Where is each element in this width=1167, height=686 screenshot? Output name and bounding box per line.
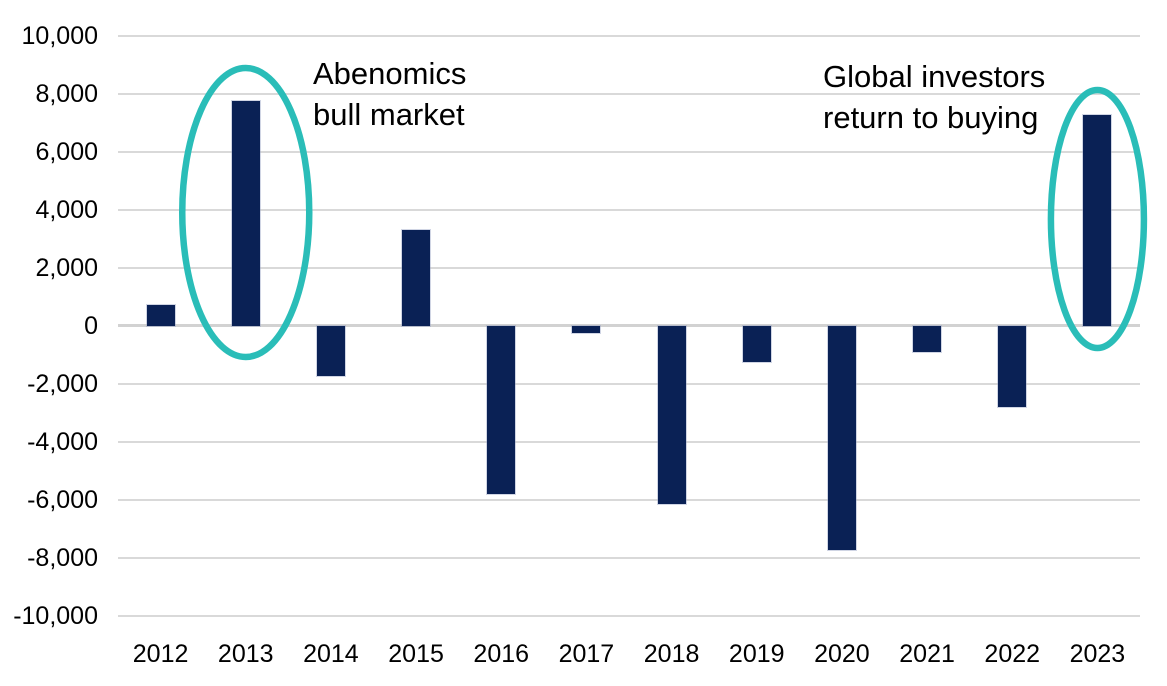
x-tick-label-2012: 2012 xyxy=(132,640,189,668)
y-tick-label-10000: 10,000 xyxy=(21,21,98,50)
bar-2012 xyxy=(146,305,175,326)
y-tick-label-0: 0 xyxy=(84,311,98,340)
gridline--6000 xyxy=(118,498,1140,501)
y-tick-label-2000: 2,000 xyxy=(35,253,98,282)
gridline-4000 xyxy=(118,208,1140,211)
x-tick-label-2022: 2022 xyxy=(984,640,1041,668)
gridline-6000 xyxy=(118,150,1140,153)
x-tick-label-2015: 2015 xyxy=(388,640,444,668)
annotation-line: bull market xyxy=(313,97,465,132)
bar-2020 xyxy=(827,325,856,551)
annotation-line: Abenomics xyxy=(313,56,467,91)
bar-2019 xyxy=(742,325,771,362)
bar-2015 xyxy=(402,230,431,326)
bar-2023 xyxy=(1083,115,1112,326)
gridline--8000 xyxy=(118,556,1140,559)
gridline-2000 xyxy=(118,266,1140,269)
bar-2014 xyxy=(316,325,345,377)
y-tick-label-8000: 8,000 xyxy=(35,79,98,108)
gridline--4000 xyxy=(118,440,1140,443)
x-tick-label-2018: 2018 xyxy=(643,640,700,668)
x-tick-label-2014: 2014 xyxy=(303,640,359,668)
x-tick-label-2016: 2016 xyxy=(473,640,530,668)
gridline--10000 xyxy=(118,614,1140,617)
x-tick-label-2023: 2023 xyxy=(1069,640,1126,668)
gridline--2000 xyxy=(118,382,1140,385)
annotation-line: Global investors xyxy=(823,59,1046,94)
y-tick-label-6000: 6,000 xyxy=(35,137,98,166)
gridline-8000 xyxy=(118,92,1140,95)
x-tick-label-2021: 2021 xyxy=(899,640,955,668)
gridline-10000 xyxy=(118,34,1140,37)
zero-gridline xyxy=(118,324,1140,328)
bar-2017 xyxy=(572,325,601,333)
bar-2021 xyxy=(913,325,942,352)
y-tick-label-4000: 4,000 xyxy=(35,195,98,224)
x-tick-label-2013: 2013 xyxy=(217,640,274,668)
bar-2013 xyxy=(231,100,260,326)
y-tick-label--2000: -2,000 xyxy=(27,369,98,398)
bar-2018 xyxy=(657,325,686,505)
annotation-2023: Global investors return to buying xyxy=(823,56,1045,138)
x-tick-label-2019: 2019 xyxy=(728,640,785,668)
x-tick-label-2020: 2020 xyxy=(814,640,870,668)
x-tick-label-2017: 2017 xyxy=(558,640,615,668)
y-tick-label--4000: -4,000 xyxy=(27,427,98,456)
bar-2022 xyxy=(998,325,1027,407)
annotation-2013: Abenomics bull market xyxy=(313,53,466,135)
y-tick-label--10000: -10,000 xyxy=(13,601,98,630)
y-tick-label--8000: -8,000 xyxy=(27,543,98,572)
bar-2016 xyxy=(487,325,516,494)
annotation-line: return to buying xyxy=(823,100,1039,135)
y-tick-label--6000: -6,000 xyxy=(27,485,98,514)
